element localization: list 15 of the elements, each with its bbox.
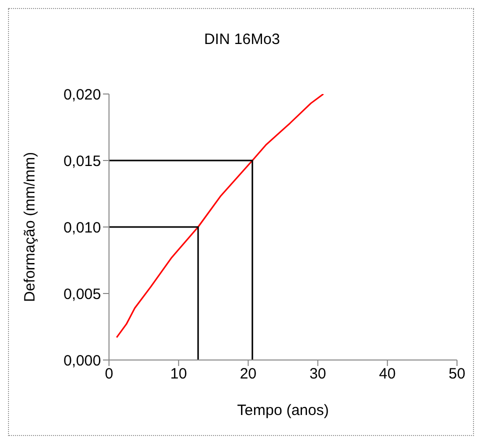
x-tick-label: 50 [448,366,466,383]
line-series [116,94,324,338]
x-tick-label: 10 [170,366,187,383]
x-tick-label: 20 [240,366,257,383]
chart-title: DIN 16Mo3 [203,31,281,48]
y-tick-label: 0,015 [63,152,101,170]
x-tick-label: 0 [104,366,114,383]
y-tick-label: 0,000 [63,352,101,370]
y-tick-label: 0,010 [63,219,101,236]
x-axis-title: Tempo (anos) [237,402,329,419]
y-tick-label: 0,020 [63,86,101,104]
y-tick-label: 0,005 [63,286,101,303]
x-tick-label: 40 [379,366,396,383]
x-tick-label: 30 [309,366,326,383]
y-axis-title: Deformação (mm/mm) [21,152,38,302]
